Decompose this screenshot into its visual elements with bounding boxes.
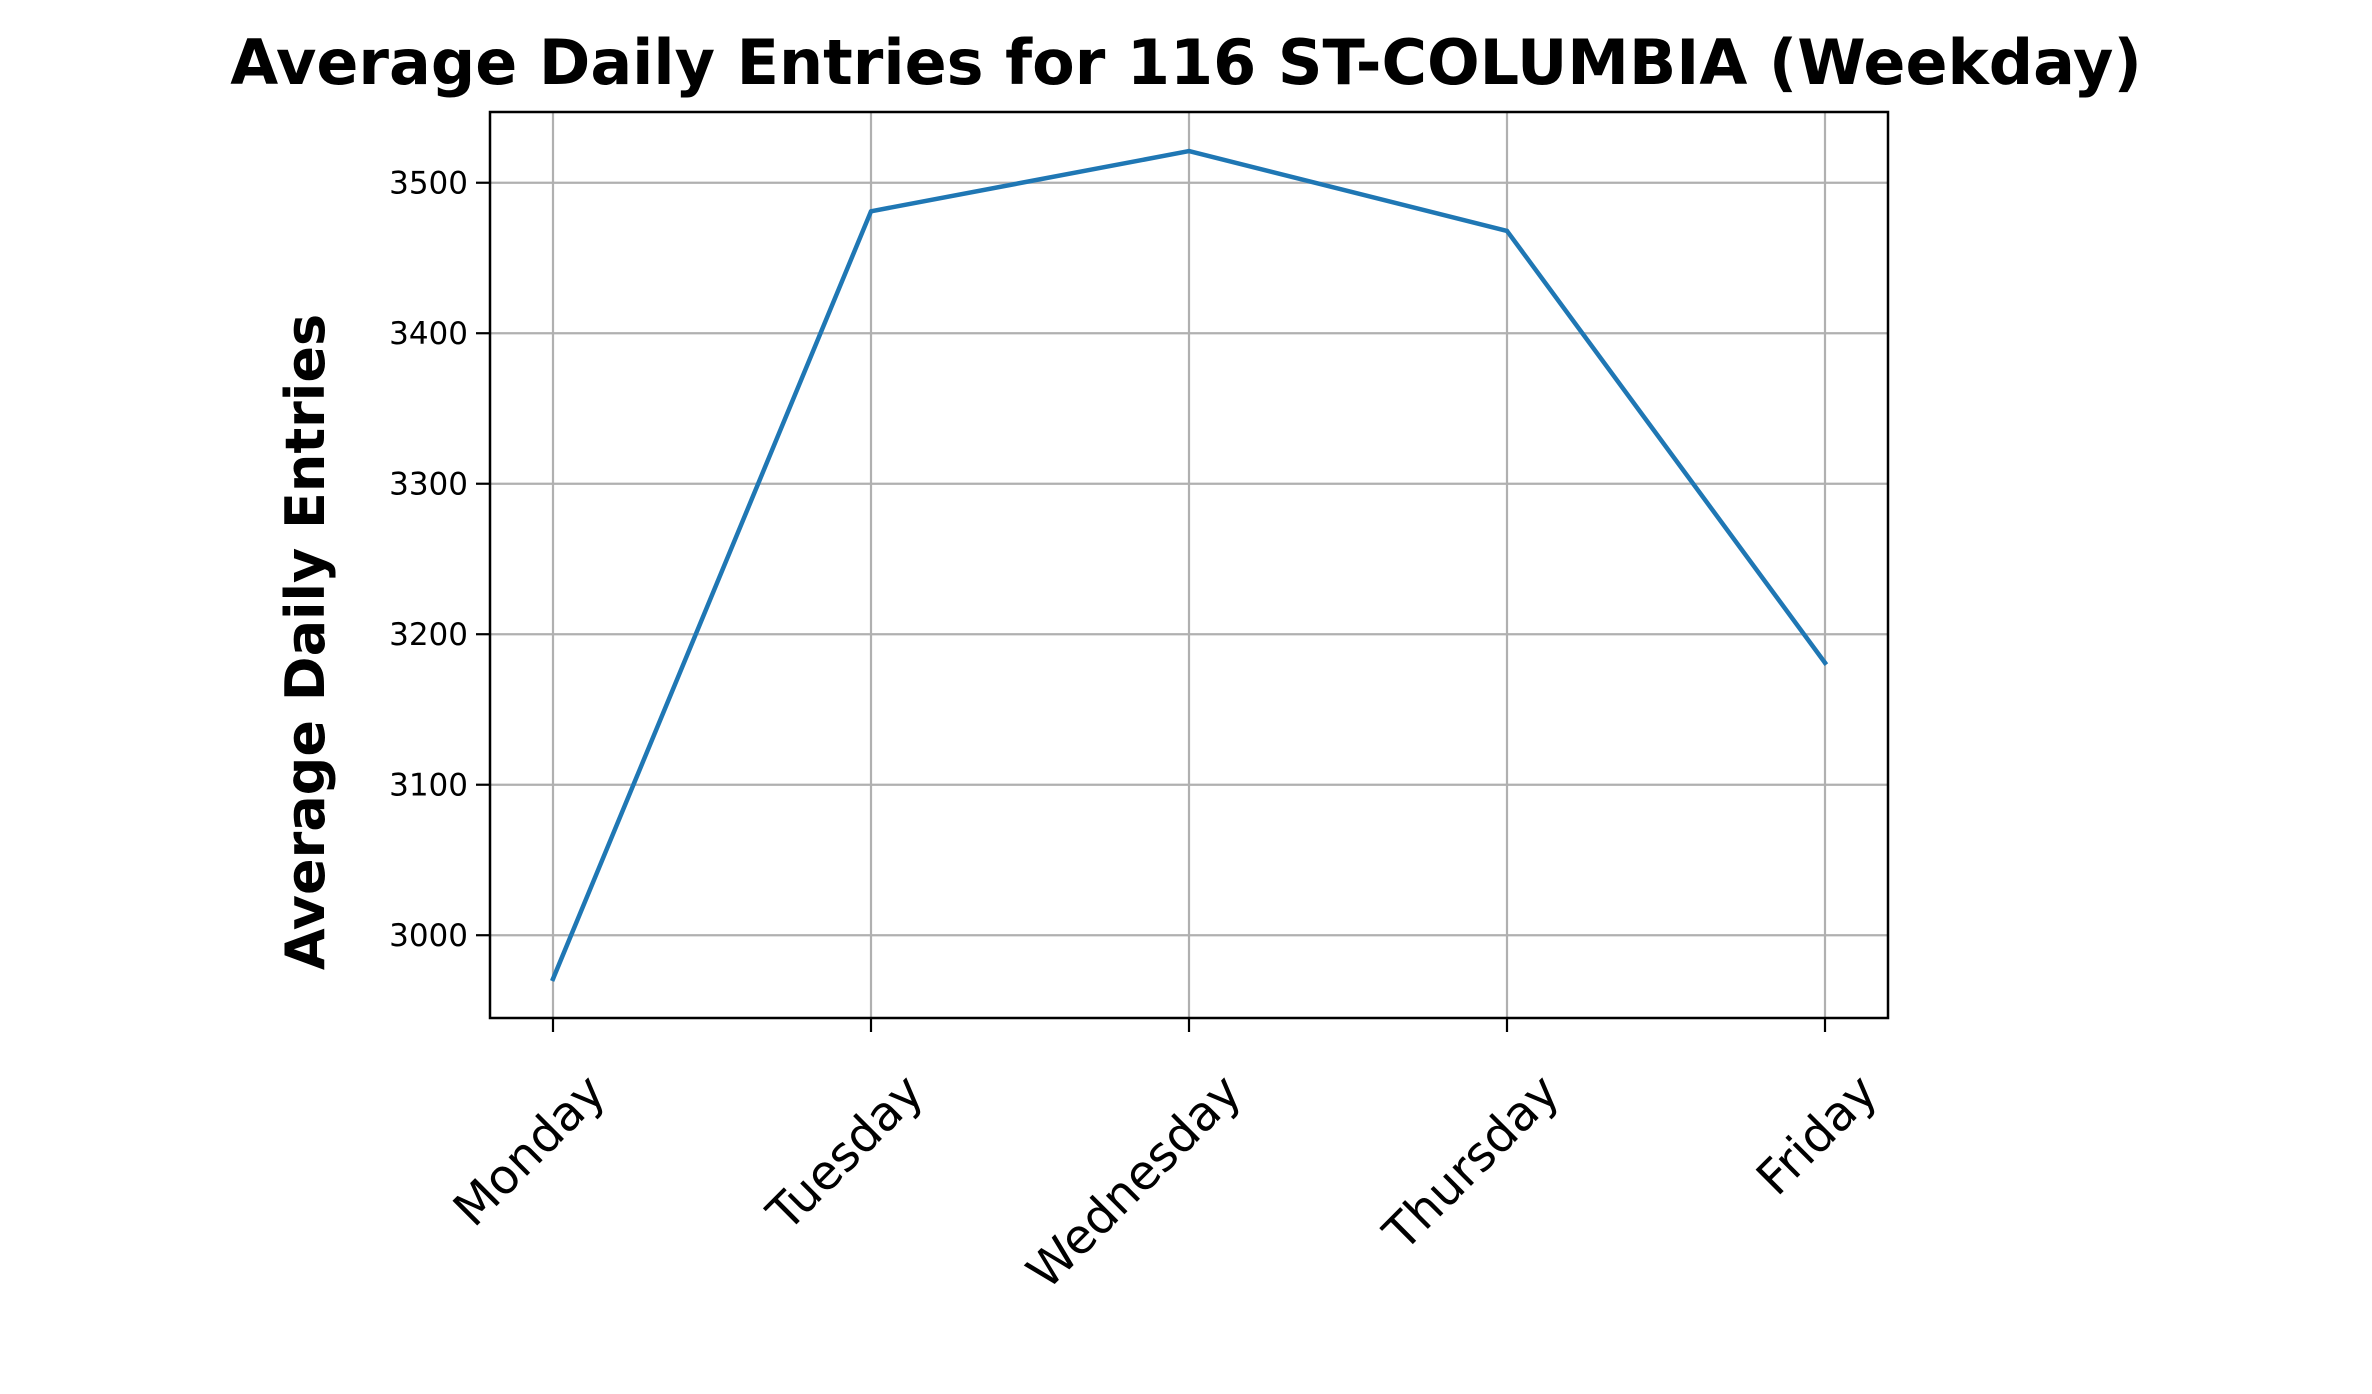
series-layer [550,148,1829,982]
x-tick-label: Friday [1746,1064,1888,1206]
y-tick-label: 3300 [389,467,468,503]
data-point-friday [1822,660,1828,666]
data-point-wednesday [1186,148,1192,154]
y-tick-label: 3100 [389,768,468,804]
y-axis-label: Average Daily Entries [274,314,337,970]
x-tick-label: Tuesday [756,1064,934,1242]
x-tick-label: Monday [443,1064,617,1238]
y-tick-label: 3400 [389,316,468,352]
y-tick-label: 3000 [389,918,468,954]
data-point-tuesday [868,209,874,214]
data-point-monday [550,976,556,982]
x-axis-ticks: Monday Tuesday Wednesday Thursday Friday [443,1018,1888,1300]
x-tick-label: Wednesday [1016,1064,1252,1300]
data-point-thursday [1504,228,1510,234]
y-tick-label: 3500 [389,166,468,202]
x-tick-label: Thursday [1372,1064,1570,1262]
chart-title: Average Daily Entries for 116 ST-COLUMBI… [230,26,2142,99]
y-axis-ticks: 3000 3100 3200 3300 3400 3500 [389,166,490,954]
grid [490,112,1888,1018]
y-tick-label: 3200 [389,617,468,653]
